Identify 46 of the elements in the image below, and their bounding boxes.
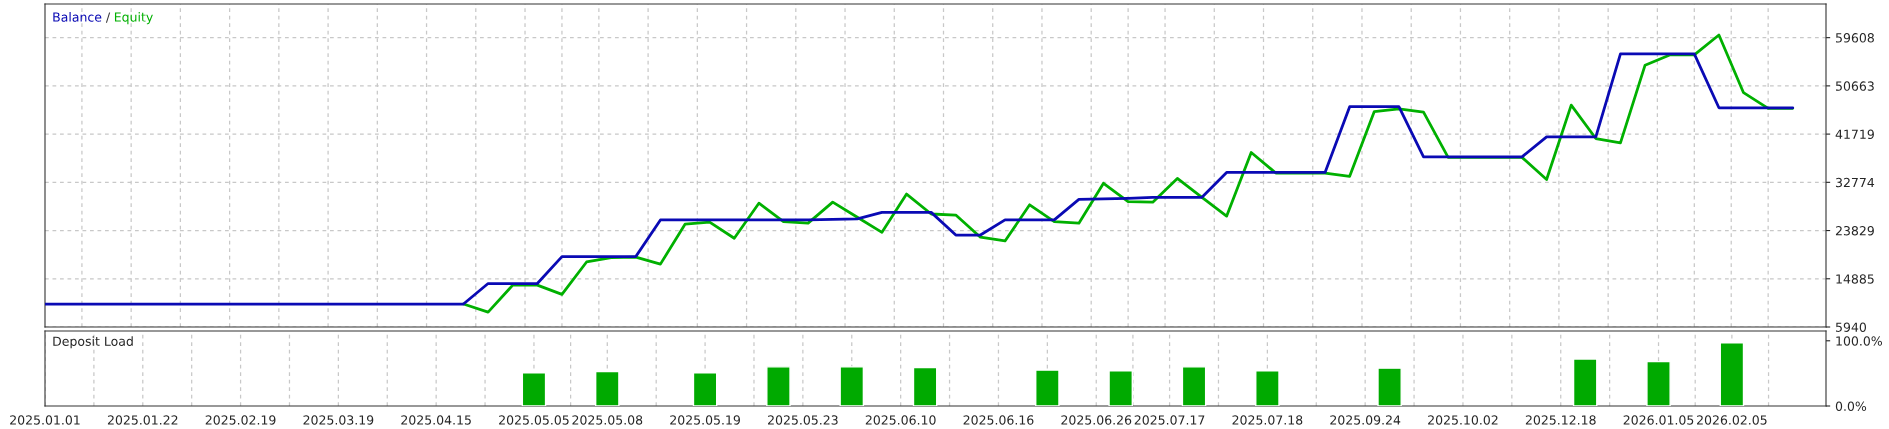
y-tick-label: 50663 xyxy=(1835,81,1874,91)
y-tick-label: 59608 xyxy=(1835,33,1874,43)
annotation: / xyxy=(105,12,111,23)
bar xyxy=(521,372,547,406)
x-tick-label: 2025.05.08 xyxy=(572,415,643,425)
bar xyxy=(692,372,718,406)
x-tick-label: 2025.02.19 xyxy=(205,415,276,425)
x-tick-label: 2025.06.16 xyxy=(963,415,1034,425)
x-tick-label: 2025.04.15 xyxy=(401,415,471,425)
bar xyxy=(1255,370,1280,406)
x-tick-label: 2025.05.23 xyxy=(768,415,838,425)
y-tick-label: 100.0% xyxy=(1836,336,1882,346)
bar xyxy=(839,366,865,406)
y-tick-label: 32774 xyxy=(1835,177,1875,188)
y-tick-label: 23829 xyxy=(1835,226,1874,236)
x-tick-label: 2026.01.05 xyxy=(1623,415,1694,425)
x-tick-label: 2025.07.18 xyxy=(1232,415,1303,425)
x-tick-label: 2026.02.05 xyxy=(1697,415,1767,425)
text: Balance xyxy=(53,12,102,22)
x-tick-label: 2025.10.02 xyxy=(1428,415,1498,425)
bar xyxy=(1572,358,1598,406)
x-tick-label: 2025.05.19 xyxy=(670,415,740,425)
bar xyxy=(1108,370,1133,406)
bar xyxy=(1719,342,1745,406)
x-tick-label: 2025.01.22 xyxy=(107,415,178,425)
text: Equity xyxy=(114,12,153,25)
x-tick-label: 2025.05.05 xyxy=(499,415,569,425)
y-tick-label: 5940 xyxy=(1835,322,1867,332)
y-tick-label: 0.0% xyxy=(1835,401,1867,411)
bar xyxy=(912,366,938,406)
y-tick-label: 41719 xyxy=(1835,129,1874,140)
x-tick-label: 2025.03.19 xyxy=(303,415,374,425)
bar xyxy=(1181,366,1207,406)
x-tick-label: 2025.06.26 xyxy=(1061,415,1132,425)
x-tick-label: 2025.06.10 xyxy=(865,415,936,425)
bar xyxy=(1035,369,1060,406)
x-tick-label: 2025.07.17 xyxy=(1134,415,1205,425)
x-tick-label: 2025.01.01 xyxy=(10,415,80,425)
y-tick-label: 14885 xyxy=(1836,274,1874,284)
chart-title: Deposit Load xyxy=(53,336,133,349)
bar xyxy=(1377,367,1402,406)
x-tick-label: 2025.09.24 xyxy=(1330,415,1401,425)
bar xyxy=(594,370,620,406)
bar xyxy=(766,366,791,406)
line-series xyxy=(45,52,1795,306)
x-tick-label: 2025.12.18 xyxy=(1525,415,1596,425)
